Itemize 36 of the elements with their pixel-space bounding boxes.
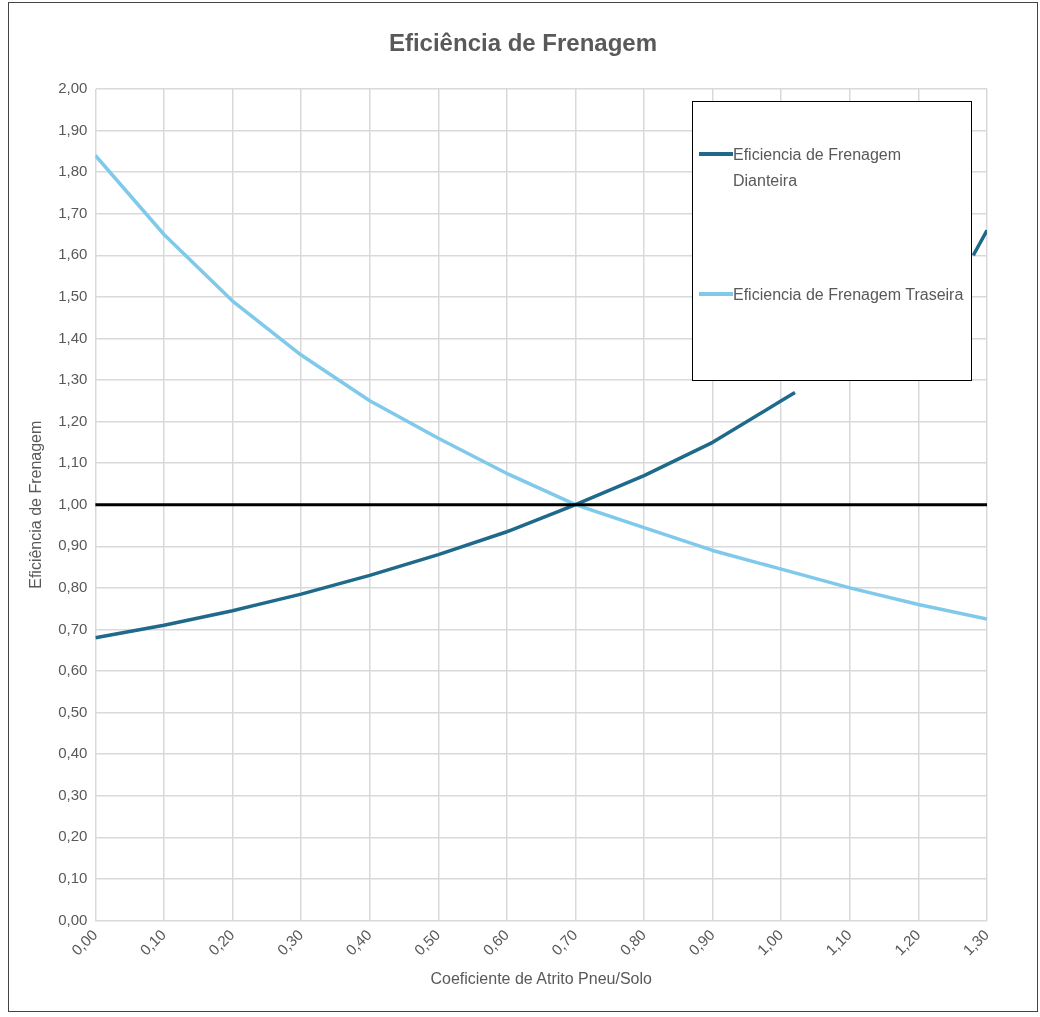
y-tick-label: 0,60: [58, 661, 88, 679]
legend-label: Eficiencia de Frenagem Dianteira: [733, 145, 903, 191]
y-tick-label: 0,40: [58, 744, 88, 762]
y-tick-label: 1,70: [58, 203, 88, 221]
y-tick-label: 0,00: [58, 910, 88, 928]
x-tick-label: 0,70: [547, 925, 581, 959]
x-tick-label: 0,90: [685, 925, 718, 959]
x-tick-label: 0,40: [342, 925, 375, 959]
x-tick-label: 1,30: [959, 925, 993, 959]
y-tick-label: 0,20: [58, 827, 88, 845]
chart-title: Eficiência de Frenagem: [387, 29, 659, 57]
y-tick-label: 1,00: [58, 494, 88, 512]
y-tick-label: 1,50: [58, 287, 88, 304]
y-tick-label: 1,30: [58, 370, 88, 388]
x-tick-label: 0,30: [273, 925, 307, 959]
x-tick-label: 0,20: [204, 925, 238, 959]
y-tick-label: 0,30: [58, 785, 88, 803]
y-tick-label: 2,00: [58, 79, 88, 97]
y-tick-label: 0,90: [58, 536, 88, 554]
x-tick-label: 0,60: [479, 925, 512, 959]
y-tick-label: 0,10: [58, 869, 88, 886]
y-tick-label: 0,70: [58, 619, 88, 637]
y-tick-label: 0,50: [58, 702, 88, 720]
y-tick-label: 1,20: [58, 411, 88, 429]
y-tick-label: 0,80: [58, 578, 88, 595]
x-tick-label: 0,50: [410, 925, 444, 959]
y-tick-label: 1,80: [58, 162, 88, 180]
x-axis-title: Coeficiente de Atrito Pneu/Solo: [430, 969, 653, 987]
y-tick-label: 1,90: [58, 120, 88, 138]
legend-label: Eficiencia de Frenagem Traseira: [733, 285, 964, 305]
y-axis-title: Eficiência de Frenagem: [27, 420, 45, 589]
y-tick-label: 1,40: [58, 328, 88, 346]
x-tick-label: 0,10: [136, 925, 170, 959]
x-tick-label: 0,80: [616, 925, 650, 959]
y-tick-label: 1,10: [58, 453, 88, 471]
y-tick-label: 1,60: [58, 245, 88, 263]
